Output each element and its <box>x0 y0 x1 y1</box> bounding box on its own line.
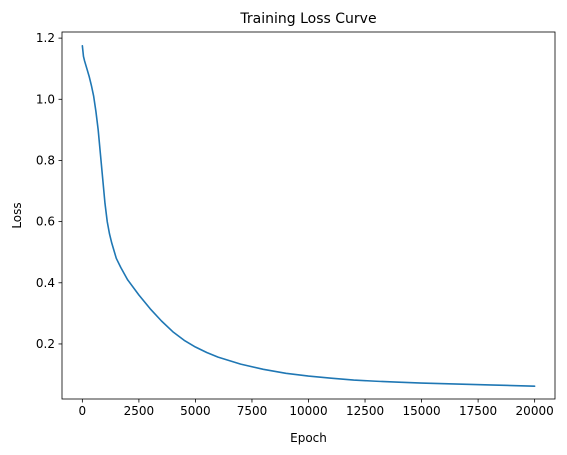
x-tick-label: 12500 <box>346 404 384 418</box>
x-tick-label: 7500 <box>237 404 268 418</box>
y-tick-label: 0.6 <box>36 215 55 229</box>
plot-frame <box>61 31 556 400</box>
y-tick-label: 0.4 <box>36 276 55 290</box>
x-tick-label: 5000 <box>180 404 211 418</box>
x-tick-label: 17500 <box>459 404 497 418</box>
loss-series-line <box>81 44 536 387</box>
y-axis-label: Loss <box>10 202 24 228</box>
x-tick-label: 10000 <box>289 404 327 418</box>
y-tick-label: 1.0 <box>36 92 55 106</box>
x-tick-label: 2500 <box>124 404 155 418</box>
x-tick-label: 15000 <box>402 404 440 418</box>
x-tick-label: 0 <box>79 404 87 418</box>
y-tick-label: 0.2 <box>36 337 55 351</box>
y-axis-ticks: 0.2 0.4 0.6 0.8 1.0 1.2 <box>36 31 62 351</box>
x-axis-label: Epoch <box>290 431 327 445</box>
x-axis-ticks: 0 2500 5000 7500 10000 12500 15000 17500 20000 <box>79 399 554 418</box>
plot-line-layer <box>81 44 536 387</box>
x-tick-label: 20000 <box>516 404 554 418</box>
y-tick-label: 0.8 <box>36 153 55 167</box>
chart-title: Training Loss Curve <box>239 11 376 27</box>
y-tick-label: 1.2 <box>36 31 55 45</box>
